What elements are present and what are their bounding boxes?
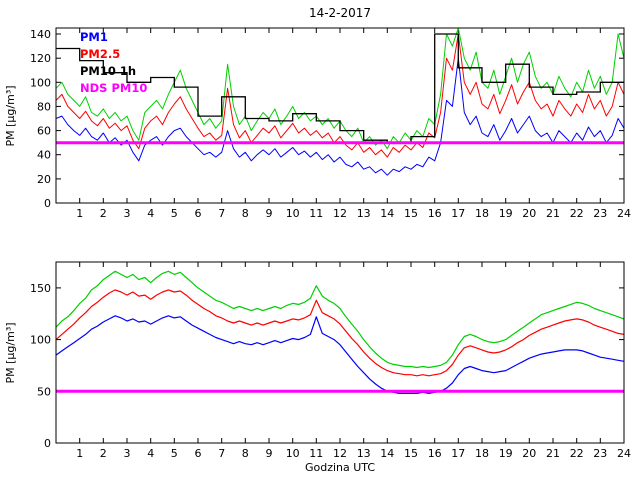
x-tick-label: 23 — [593, 447, 607, 460]
x-tick-label: 22 — [570, 447, 584, 460]
y-tick-label: 150 — [30, 282, 51, 295]
x-tick-label: 4 — [147, 447, 154, 460]
series-line-pm10 — [55, 270, 625, 369]
x-tick-label: 14 — [380, 447, 394, 460]
x-tick-label: 7 — [218, 207, 225, 220]
chart-title: 14-2-2017 — [309, 6, 371, 20]
x-tick-label: 20 — [522, 447, 536, 460]
y-tick-label: 0 — [44, 197, 51, 210]
axes-box — [55, 27, 625, 204]
legend-pm2-5: PM2.5 — [80, 47, 120, 61]
x-tick-label: 17 — [451, 207, 465, 220]
legend-pm1: PM1 — [80, 30, 108, 44]
x-tick-label: 6 — [195, 447, 202, 460]
axes-box — [55, 261, 625, 444]
legend-nds-pm10: NDS PM10 — [80, 81, 147, 95]
y-tick-label: 120 — [30, 52, 51, 65]
x-tick-label: 12 — [333, 207, 347, 220]
x-tick-label: 10 — [286, 447, 300, 460]
x-tick-label: 17 — [451, 447, 465, 460]
x-tick-label: 24 — [617, 447, 631, 460]
x-tick-label: 4 — [147, 207, 154, 220]
x-tick-label: 8 — [242, 447, 249, 460]
x-tick-label: 16 — [428, 207, 442, 220]
x-tick-label: 2 — [100, 447, 107, 460]
x-tick-label: 8 — [242, 207, 249, 220]
y-tick-label: 140 — [30, 28, 51, 41]
x-tick-label: 21 — [546, 207, 560, 220]
x-tick-label: 18 — [475, 447, 489, 460]
x-tick-label: 21 — [546, 447, 560, 460]
x-tick-label: 3 — [124, 447, 131, 460]
y-tick-label: 60 — [37, 125, 51, 138]
y-tick-label: 40 — [37, 149, 51, 162]
x-tick-label: 15 — [404, 447, 418, 460]
x-tick-label: 13 — [357, 447, 371, 460]
x-tick-label: 16 — [428, 447, 442, 460]
plot-background — [56, 262, 624, 443]
x-tick-label: 11 — [309, 447, 323, 460]
x-tick-label: 11 — [309, 207, 323, 220]
x-axis-label: Godzina UTC — [305, 461, 375, 474]
x-tick-label: 15 — [404, 207, 418, 220]
x-tick-label: 7 — [218, 447, 225, 460]
x-tick-label: 5 — [171, 207, 178, 220]
y-tick-label: 0 — [44, 437, 51, 450]
x-tick-label: 13 — [357, 207, 371, 220]
y-tick-label: 20 — [37, 173, 51, 186]
x-tick-label: 1 — [76, 447, 83, 460]
x-tick-label: 3 — [124, 207, 131, 220]
x-tick-label: 23 — [593, 207, 607, 220]
x-tick-label: 1 — [76, 207, 83, 220]
series-line-pm1 — [55, 57, 625, 176]
top-y-axis-label: PM [µg/m³] — [4, 85, 17, 146]
y-tick-label: 80 — [37, 100, 51, 113]
x-tick-label: 6 — [195, 207, 202, 220]
x-tick-label: 14 — [380, 207, 394, 220]
series-line-pm1 — [55, 315, 625, 394]
x-tick-label: 9 — [266, 207, 273, 220]
x-tick-label: 10 — [286, 207, 300, 220]
x-tick-label: 2 — [100, 207, 107, 220]
series-stairs-pm10-1h — [56, 33, 624, 144]
x-tick-label: 22 — [570, 207, 584, 220]
legend-pm10-1h: PM10 1h — [80, 64, 136, 78]
bottom-y-axis-label: PM [µg/m³] — [4, 322, 17, 383]
y-tick-label: 50 — [37, 385, 51, 398]
y-tick-label: 100 — [30, 76, 51, 89]
x-tick-label: 19 — [499, 447, 513, 460]
x-tick-label: 19 — [499, 207, 513, 220]
x-tick-label: 12 — [333, 447, 347, 460]
series-line-pm2-5 — [55, 289, 625, 377]
x-tick-label: 9 — [266, 447, 273, 460]
y-tick-label: 100 — [30, 334, 51, 347]
x-tick-label: 20 — [522, 207, 536, 220]
x-tick-label: 18 — [475, 207, 489, 220]
x-tick-label: 24 — [617, 207, 631, 220]
plot-background — [56, 28, 624, 203]
x-tick-label: 5 — [171, 447, 178, 460]
